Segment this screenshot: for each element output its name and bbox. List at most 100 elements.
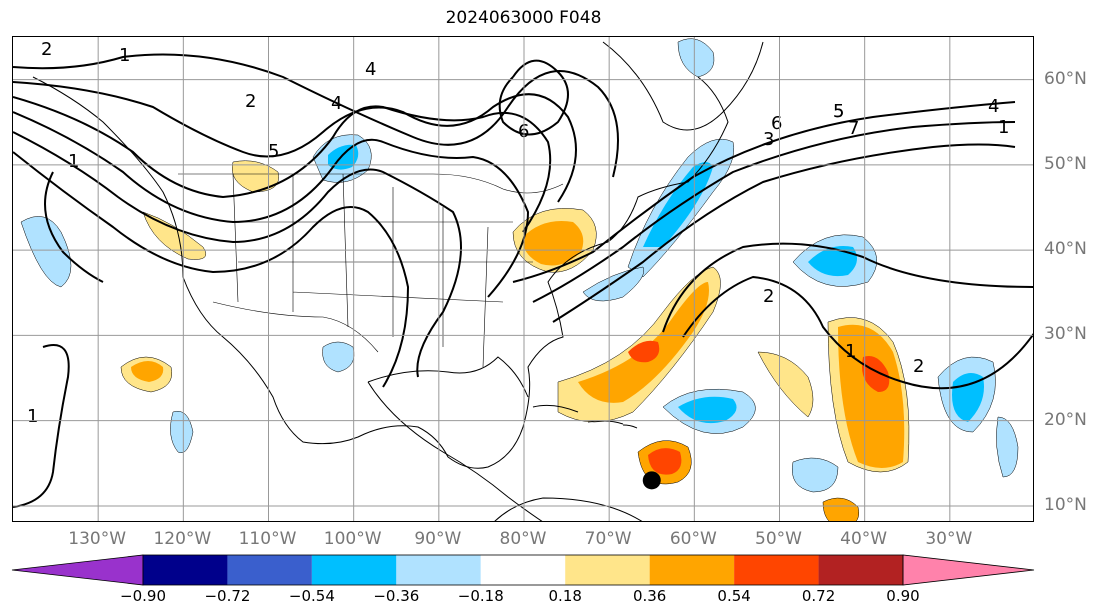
- contour-lines: [13, 53, 1033, 508]
- contour-line: [13, 53, 619, 178]
- contour-label: 1: [998, 117, 1009, 138]
- contour-line: [13, 131, 462, 378]
- colorbar-tick-label: 0.72: [801, 587, 836, 605]
- contour-label: 1: [27, 406, 38, 427]
- positive-anomaly-region: [628, 340, 660, 363]
- positive-anomaly-region: [757, 351, 814, 418]
- contour-label: 7: [848, 118, 859, 139]
- positive-anomaly-region: [142, 211, 207, 260]
- negative-anomaly-region: [643, 162, 713, 247]
- contour-line: [552, 143, 1016, 323]
- positive-anomaly-region: [822, 497, 860, 521]
- colorbar-tick-label: −0.90: [120, 587, 166, 605]
- contour-line: [44, 171, 104, 283]
- longitude-label: 70°W: [584, 529, 632, 549]
- contour-label: 1: [119, 45, 130, 66]
- contour-label: 1: [68, 151, 79, 172]
- positive-anomaly-region: [862, 356, 890, 392]
- colorbar-tick-label: −0.54: [288, 587, 335, 605]
- longitude-label: 90°W: [414, 529, 462, 549]
- negative-anomaly-region: [677, 38, 715, 78]
- negative-anomaly-region: [952, 373, 984, 422]
- longitude-label: 80°W: [499, 529, 547, 549]
- colorbar-tick-label: 0.36: [632, 587, 667, 605]
- shading-layer: [20, 38, 1019, 521]
- longitude-label: 50°W: [755, 529, 802, 549]
- map-canvas: 2 1 4 2 5 4 6 1 5 6 3 5 7 4 1 2 1 2 1: [13, 37, 1033, 521]
- contour-line: [13, 344, 70, 508]
- contour-label: 6: [771, 113, 782, 134]
- contour-line: [682, 275, 1033, 390]
- latitude-label: 10°N: [1044, 494, 1087, 515]
- colorbar-tick-label: 0.90: [886, 587, 920, 605]
- contour-label: 5: [268, 141, 279, 162]
- negative-anomaly-region: [322, 341, 355, 373]
- positive-anomaly-region: [648, 448, 682, 475]
- colorbar-tick-label: −0.36: [373, 587, 420, 605]
- contour-label: 3: [763, 129, 774, 150]
- gridlines: [13, 37, 1033, 521]
- contour-label: 4: [331, 93, 342, 114]
- south-america-coastline: [494, 497, 643, 521]
- contour-line: [13, 111, 530, 298]
- colorbar-segment: [734, 555, 819, 585]
- colorbar-extend-low: [11, 554, 144, 586]
- colorbar-segment: [818, 555, 903, 585]
- positive-anomaly-region: [131, 361, 164, 382]
- contour-line: [532, 121, 1016, 303]
- us-mexico-border: [212, 301, 379, 353]
- positive-anomaly-region: [522, 221, 584, 266]
- contour-line: [662, 242, 1033, 333]
- latitude-label: 30°N: [1044, 324, 1087, 345]
- colorbar-tick-label: −0.18: [457, 587, 504, 605]
- negative-anomaly-region: [791, 457, 839, 493]
- latitude-label: 20°N: [1044, 409, 1087, 430]
- contour-label: 2: [763, 286, 774, 307]
- contour-line: [512, 101, 1016, 283]
- colorbar-tick-label: −0.72: [204, 587, 251, 605]
- contour-labels: 2 1 4 2 5 4 6 1 5 6 3 5 7 4 1 2 1 2 1: [27, 39, 1009, 427]
- us-canada-border: [178, 173, 564, 194]
- colorbar-segment: [311, 555, 397, 585]
- map-title: 2024063000 F048: [445, 8, 602, 28]
- contour-line: [498, 59, 569, 136]
- us-state-lines: [232, 173, 533, 368]
- colorbar-segment: [396, 555, 481, 585]
- colorbar-segment: [480, 555, 566, 585]
- latitude-label: 40°N: [1044, 239, 1087, 260]
- storm-center-marker: [642, 471, 661, 490]
- latitude-label: 50°N: [1044, 153, 1087, 174]
- contour-label: 1: [845, 341, 856, 362]
- contour-line: [13, 151, 410, 388]
- longitude-label: 100°W: [323, 529, 382, 549]
- longitude-label: 60°W: [669, 529, 717, 549]
- colorbar-segment: [565, 555, 650, 585]
- colorbar-tick-label: 0.54: [717, 587, 751, 605]
- negative-anomaly-region: [678, 396, 737, 424]
- positive-anomaly-region: [838, 324, 905, 468]
- contour-label: 5: [833, 101, 844, 122]
- contour-line: [13, 96, 552, 233]
- longitude-label: 30°W: [925, 529, 973, 549]
- north-america-coastline: [32, 76, 729, 469]
- longitude-label: 130°W: [68, 529, 127, 549]
- negative-anomaly-region: [996, 416, 1019, 478]
- colorbar-segment: [143, 555, 228, 585]
- negative-anomaly-region: [170, 410, 194, 454]
- colorbar-outline: [142, 554, 904, 586]
- colorbar-segment: [227, 555, 312, 585]
- contour-label: 4: [988, 96, 999, 117]
- positive-anomaly-region: [231, 160, 279, 193]
- colorbar-extend-high: [902, 554, 1035, 586]
- longitude-label: 120°W: [153, 529, 212, 549]
- contour-label: 4: [365, 59, 376, 80]
- positive-anomaly-region: [578, 282, 709, 403]
- colorbar-tick-label: 0.18: [548, 587, 582, 605]
- contour-label: 2: [41, 39, 52, 60]
- colorbar-segment: [649, 555, 735, 585]
- central-america-coastline: [367, 381, 543, 521]
- longitude-label: 40°W: [840, 529, 888, 549]
- contour-label: 5: [833, 101, 844, 122]
- map-frame: 2 1 4 2 5 4 6 1 5 6 3 5 7 4 1 2 1 2 1: [12, 36, 1034, 522]
- colorbar: [11, 554, 1035, 586]
